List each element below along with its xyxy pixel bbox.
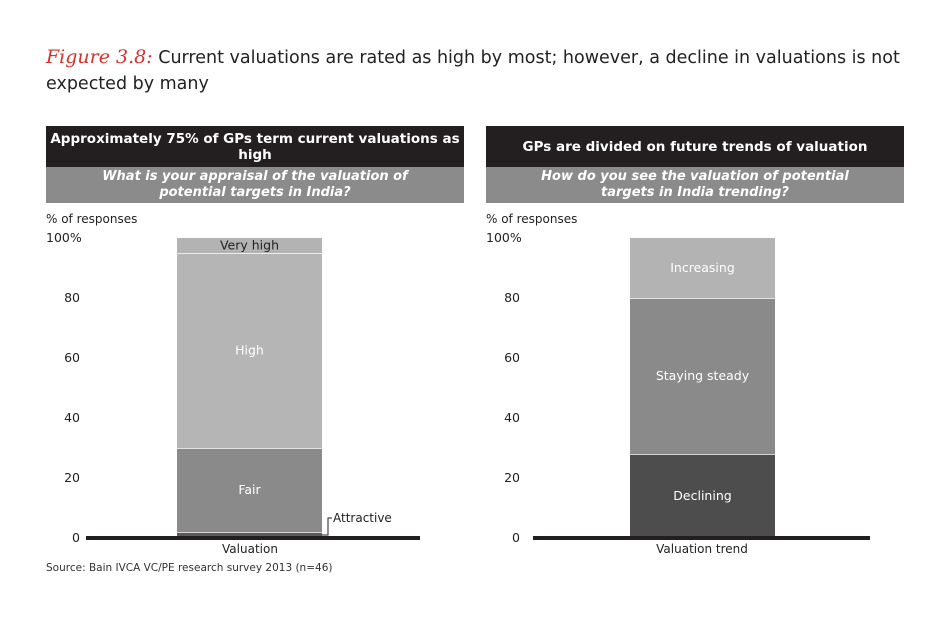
y-tick-label: 60 (504, 350, 520, 365)
bar-segment-declining (630, 454, 775, 538)
y-tick-label: 80 (64, 290, 80, 305)
chart-1: % of responses 100% 80 60 40 20 0 Attractive Fai… (46, 212, 420, 556)
left-panel-subheader: What is your appraisal of the valuation … (46, 167, 464, 203)
y-tick-label: 40 (504, 410, 520, 425)
y-axis-label: % of responses (486, 212, 577, 226)
bar-segment-increasing (630, 238, 775, 298)
y-tick-label: 80 (504, 290, 520, 305)
y-tick-label: 0 (512, 530, 520, 545)
bar-segment-attractive (177, 532, 322, 538)
chart-2: % of responses 100% 80 60 40 20 0 Declining Stay… (486, 212, 870, 556)
callout-leader (322, 517, 332, 536)
x-category-label: Valuation (222, 542, 278, 556)
right-panel-subheader: How do you see the valuation of potentia… (486, 167, 904, 203)
y-tick-label: 100% (46, 230, 82, 245)
bar-segment-high (177, 253, 322, 448)
figure-label: Figure 3.8: (46, 46, 153, 68)
y-tick-label: 60 (64, 350, 80, 365)
segment-label: Declining (673, 488, 731, 503)
segment-label: Increasing (670, 260, 735, 275)
segment-label: High (235, 343, 264, 358)
y-tick-label: 20 (64, 470, 80, 485)
y-tick-label: 40 (64, 410, 80, 425)
left-panel-header: Approximately 75% of GPs term current va… (46, 126, 464, 167)
y-tick-label: 100% (486, 230, 522, 245)
segment-label: Very high (220, 238, 279, 253)
bar-segment-staying-steady (630, 298, 775, 454)
segment-label: Attractive (333, 511, 392, 525)
y-tick-label: 20 (504, 470, 520, 485)
y-tick-label: 0 (72, 530, 80, 545)
bar-segment-very-high (177, 238, 322, 253)
y-axis-label: % of responses (46, 212, 137, 226)
x-category-label: Valuation trend (656, 542, 748, 556)
figure-title: Figure 3.8: Current valuations are rated… (46, 44, 906, 97)
right-panel: GPs are divided on future trends of valu… (486, 126, 904, 203)
figure-title-text: Current valuations are rated as high by … (46, 48, 900, 94)
right-panel-header: GPs are divided on future trends of valu… (486, 126, 904, 167)
source-note: Source: Bain IVCA VC/PE research survey … (46, 562, 333, 574)
segment-label: Fair (238, 482, 261, 497)
bar-segment-fair (177, 448, 322, 532)
segment-label: Staying steady (656, 368, 750, 383)
left-panel: Approximately 75% of GPs term current va… (46, 126, 464, 203)
